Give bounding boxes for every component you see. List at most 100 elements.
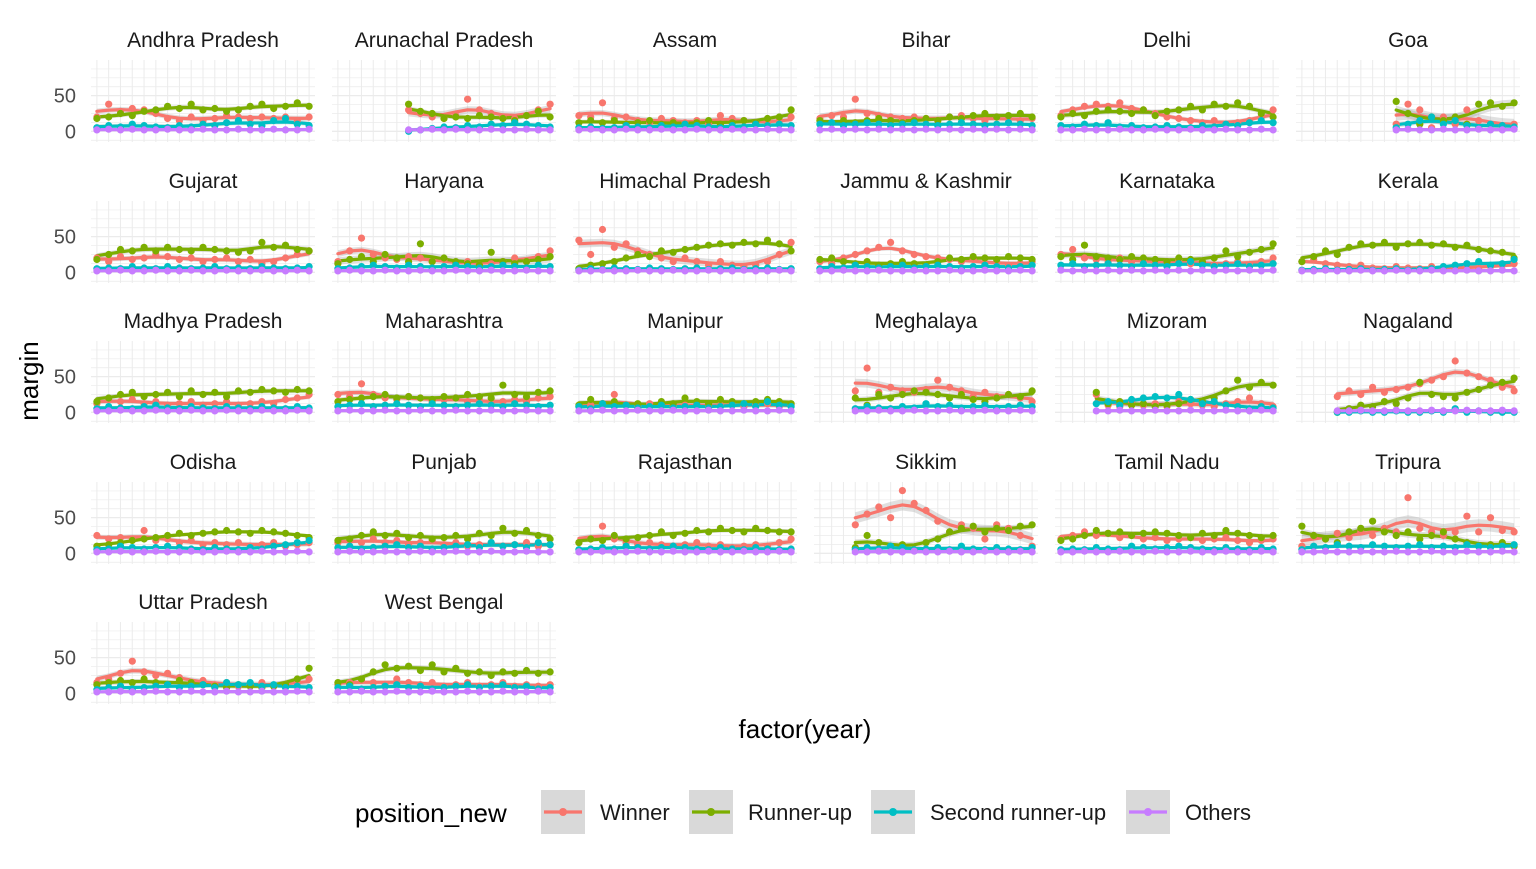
point-others bbox=[828, 126, 835, 133]
point-others bbox=[511, 267, 518, 274]
point-runner-up bbox=[658, 528, 665, 535]
point-winner bbox=[1452, 528, 1459, 535]
point-winner bbox=[358, 380, 365, 387]
point-runner-up bbox=[788, 528, 795, 535]
point-runner-up bbox=[129, 537, 136, 544]
point-others bbox=[1140, 407, 1147, 414]
point-runner-up bbox=[864, 532, 871, 539]
point-others bbox=[282, 126, 289, 133]
point-runner-up bbox=[1258, 110, 1265, 117]
point-others bbox=[488, 407, 495, 414]
point-winner bbox=[429, 679, 436, 686]
point-others bbox=[1258, 267, 1265, 274]
point-others bbox=[547, 548, 554, 555]
point-others bbox=[740, 407, 747, 414]
point-others bbox=[922, 407, 929, 414]
point-others bbox=[705, 126, 712, 133]
point-others bbox=[764, 407, 771, 414]
point-winner bbox=[788, 113, 795, 120]
point-others bbox=[1211, 548, 1218, 555]
point-others bbox=[499, 688, 506, 695]
point-others bbox=[681, 126, 688, 133]
panel-title: Odisha bbox=[170, 451, 237, 474]
point-runner-up bbox=[717, 240, 724, 247]
point-winner bbox=[117, 398, 124, 405]
point-second-runner-up bbox=[393, 541, 400, 548]
point-others bbox=[258, 126, 265, 133]
point-winner bbox=[922, 253, 929, 260]
point-winner bbox=[1475, 117, 1482, 124]
point-others bbox=[152, 267, 159, 274]
point-runner-up bbox=[705, 117, 712, 124]
point-winner bbox=[899, 247, 906, 254]
point-others bbox=[599, 126, 606, 133]
point-runner-up bbox=[1222, 387, 1229, 394]
point-others bbox=[235, 407, 242, 414]
point-second-runner-up bbox=[764, 398, 771, 405]
point-others bbox=[105, 407, 112, 414]
point-others bbox=[1346, 267, 1353, 274]
point-others bbox=[464, 548, 471, 555]
point-runner-up bbox=[1499, 379, 1506, 386]
point-winner bbox=[117, 253, 124, 260]
point-others bbox=[899, 267, 906, 274]
point-others bbox=[1463, 126, 1470, 133]
point-runner-up bbox=[188, 101, 195, 108]
point-second-runner-up bbox=[1234, 260, 1241, 267]
point-others bbox=[729, 267, 736, 274]
point-winner bbox=[1093, 101, 1100, 108]
point-winner bbox=[1187, 117, 1194, 124]
point-others bbox=[535, 688, 542, 695]
point-runner-up bbox=[1187, 103, 1194, 110]
point-runner-up bbox=[258, 101, 265, 108]
point-others bbox=[646, 267, 653, 274]
point-others bbox=[1093, 126, 1100, 133]
point-runner-up bbox=[705, 242, 712, 249]
point-others bbox=[223, 407, 230, 414]
point-others bbox=[1175, 548, 1182, 555]
point-runner-up bbox=[382, 661, 389, 668]
point-others bbox=[970, 407, 977, 414]
point-others bbox=[105, 548, 112, 555]
point-others bbox=[346, 548, 353, 555]
point-second-runner-up bbox=[1270, 119, 1277, 126]
point-others bbox=[258, 267, 265, 274]
y-tick-label: 50 bbox=[54, 367, 76, 389]
point-winner bbox=[776, 539, 783, 546]
point-runner-up bbox=[105, 394, 112, 401]
point-runner-up bbox=[788, 106, 795, 113]
point-others bbox=[1093, 267, 1100, 274]
point-runner-up bbox=[1270, 532, 1277, 539]
legend-item-runner-up: Runner-up bbox=[689, 790, 852, 834]
panel-tamil-nadu: Tamil Nadu bbox=[1055, 451, 1279, 564]
point-second-runner-up bbox=[1187, 396, 1194, 403]
point-winner bbox=[575, 112, 582, 119]
point-others bbox=[535, 267, 542, 274]
point-others bbox=[1404, 407, 1411, 414]
point-others bbox=[623, 548, 630, 555]
point-runner-up bbox=[1270, 240, 1277, 247]
point-others bbox=[235, 688, 242, 695]
point-others bbox=[1322, 267, 1329, 274]
point-others bbox=[452, 688, 459, 695]
point-others bbox=[1298, 548, 1305, 555]
point-runner-up bbox=[547, 668, 554, 675]
point-others bbox=[764, 548, 771, 555]
point-runner-up bbox=[816, 256, 823, 263]
point-runner-up bbox=[1452, 394, 1459, 401]
point-others bbox=[488, 688, 495, 695]
point-others bbox=[334, 688, 341, 695]
point-others bbox=[1334, 407, 1341, 414]
point-second-runner-up bbox=[1211, 398, 1218, 405]
point-others bbox=[294, 548, 301, 555]
point-runner-up bbox=[499, 525, 506, 532]
point-others bbox=[934, 126, 941, 133]
point-runner-up bbox=[499, 382, 506, 389]
point-runner-up bbox=[646, 532, 653, 539]
point-others bbox=[670, 548, 677, 555]
point-runner-up bbox=[1029, 521, 1036, 528]
point-others bbox=[670, 126, 677, 133]
point-runner-up bbox=[1440, 240, 1447, 247]
